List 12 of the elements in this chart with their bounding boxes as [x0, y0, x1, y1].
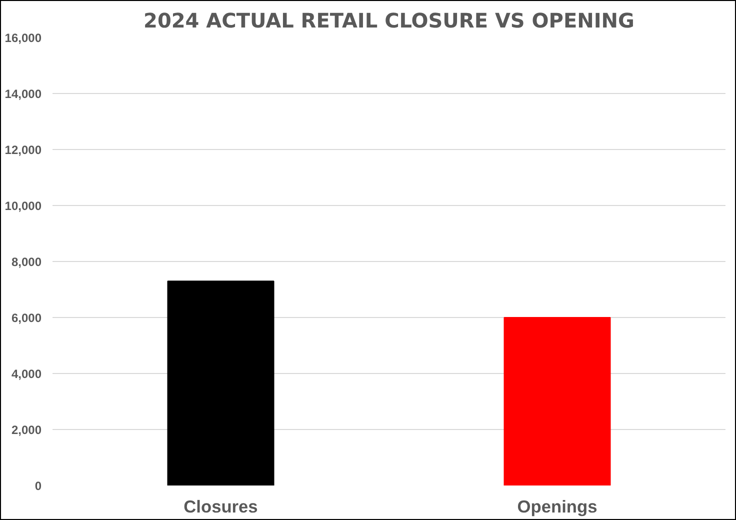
y-tick-label: 14,000 — [4, 87, 42, 101]
y-tick-label: 6,000 — [11, 311, 42, 325]
y-tick-label: 0 — [34, 479, 42, 493]
y-tick-label: 10,000 — [4, 199, 42, 213]
y-tick-label: 16,000 — [4, 31, 42, 45]
y-tick-label: 4,000 — [11, 367, 42, 381]
x-tick-label: Openings — [517, 496, 598, 516]
y-tick-label: 12,000 — [4, 143, 42, 157]
x-tick-label: Closures — [184, 496, 258, 516]
y-tick-label: 8,000 — [11, 255, 42, 269]
chart-title: 2024 ACTUAL RETAIL CLOSURE VS OPENING — [144, 8, 634, 32]
y-tick-label: 2,000 — [11, 423, 42, 437]
